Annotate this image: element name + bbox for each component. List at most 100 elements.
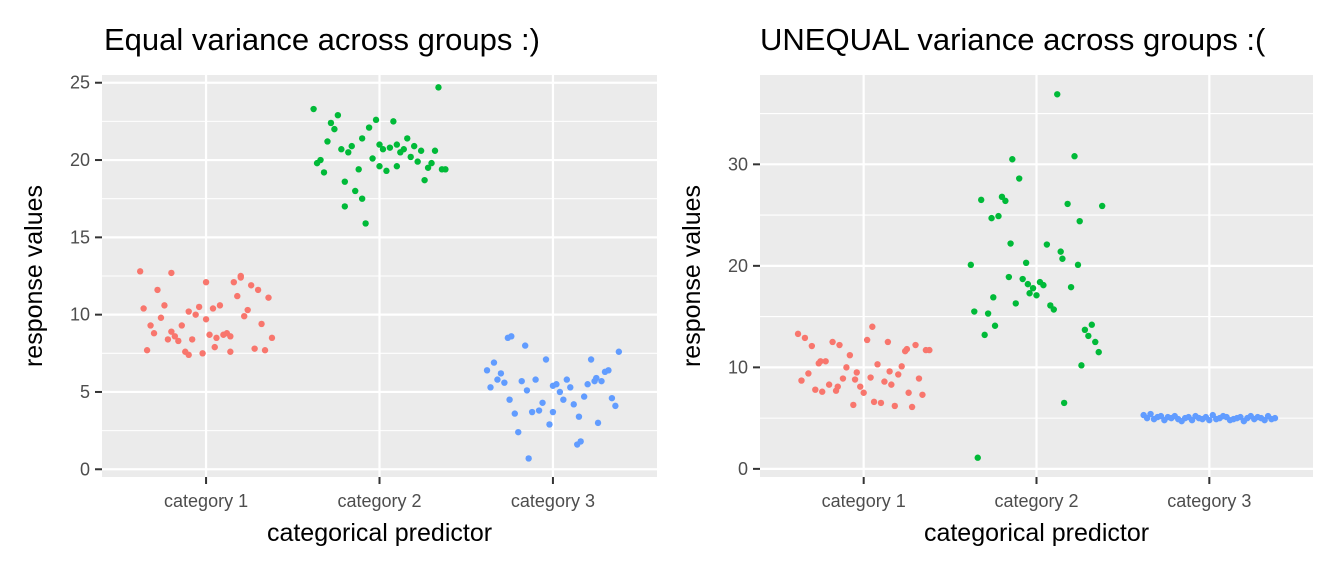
- x-tick-label: category 2: [994, 491, 1078, 511]
- data-point: [560, 396, 567, 403]
- data-point: [393, 163, 401, 170]
- series-3: [483, 333, 623, 462]
- data-point: [1016, 175, 1023, 182]
- data-point: [888, 381, 895, 388]
- data-point: [867, 374, 874, 381]
- data-point: [532, 376, 539, 383]
- x-tick-label: category 2: [337, 491, 421, 511]
- data-point: [895, 371, 902, 378]
- data-point: [390, 118, 397, 125]
- y-tick-label: 0: [738, 459, 748, 479]
- data-point: [860, 389, 867, 396]
- data-point: [497, 370, 505, 377]
- data-point: [428, 159, 435, 167]
- data-point: [417, 147, 425, 154]
- data-point: [870, 398, 878, 406]
- data-point: [556, 388, 564, 396]
- data-point: [140, 305, 147, 312]
- data-point: [546, 421, 553, 428]
- data-point: [1064, 200, 1071, 208]
- data-point: [857, 383, 864, 390]
- x-tick-label: category 3: [1167, 491, 1251, 511]
- data-point: [358, 195, 366, 202]
- data-point: [355, 166, 362, 173]
- data-point: [185, 308, 192, 315]
- data-point: [192, 311, 199, 318]
- data-point: [834, 383, 841, 390]
- data-point: [175, 337, 182, 345]
- y-tick-label: 0: [80, 459, 90, 479]
- data-point: [580, 393, 588, 400]
- data-point: [362, 220, 369, 227]
- data-point: [577, 438, 584, 445]
- data-point: [587, 356, 595, 363]
- data-point: [988, 214, 995, 222]
- data-point: [1098, 202, 1106, 210]
- data-point: [358, 135, 366, 142]
- data-point: [915, 375, 923, 382]
- data-point: [1050, 306, 1057, 313]
- data-point: [1060, 399, 1068, 407]
- data-point: [518, 377, 525, 385]
- data-point: [598, 377, 605, 385]
- x-axis-label: categorical predictor: [924, 519, 1149, 547]
- data-point: [168, 269, 175, 277]
- data-point: [612, 402, 619, 410]
- data-point: [258, 320, 265, 328]
- data-point: [407, 153, 414, 161]
- data-point: [511, 410, 518, 417]
- panel-2: 0 10 20 30 category 1 category 2 category 3 cat…: [678, 75, 1313, 547]
- data-point: [853, 369, 860, 376]
- data-point: [846, 351, 854, 359]
- data-point: [1002, 197, 1009, 205]
- data-point: [825, 381, 833, 388]
- data-point: [1007, 240, 1014, 247]
- data-point: [570, 401, 577, 408]
- data-point: [1012, 300, 1019, 307]
- data-point: [515, 428, 522, 436]
- data-point: [1057, 248, 1064, 255]
- y-tick-label: 10: [70, 305, 90, 325]
- data-point: [898, 363, 905, 370]
- data-point: [393, 141, 401, 148]
- data-point: [851, 376, 859, 383]
- data-point: [801, 334, 809, 342]
- data-point: [376, 141, 383, 148]
- data-point: [508, 333, 515, 340]
- data-point: [903, 345, 911, 353]
- data-point: [334, 112, 342, 119]
- data-point: [822, 358, 829, 365]
- data-point: [202, 278, 210, 286]
- data-point: [490, 359, 498, 366]
- series-1: [136, 268, 276, 359]
- data-point: [383, 167, 390, 175]
- data-point: [487, 384, 494, 391]
- data-point: [1059, 255, 1066, 262]
- data-point: [1019, 275, 1026, 283]
- data-point: [265, 294, 272, 301]
- data-point: [971, 308, 978, 315]
- data-point: [805, 370, 812, 377]
- data-point: [345, 149, 352, 156]
- data-point: [863, 336, 871, 344]
- y-axis-label: response values: [20, 185, 48, 367]
- data-point: [605, 367, 612, 374]
- data-point: [227, 348, 234, 355]
- data-point: [247, 282, 255, 289]
- data-point: [213, 334, 220, 342]
- data-point: [919, 391, 926, 398]
- data-point: [843, 364, 850, 371]
- data-point: [539, 399, 546, 406]
- data-point: [199, 350, 206, 357]
- y-tick-label: 30: [728, 154, 748, 174]
- data-point: [1005, 273, 1013, 281]
- data-point: [241, 313, 248, 320]
- data-point: [615, 348, 623, 355]
- data-point: [839, 375, 847, 382]
- data-point: [348, 142, 355, 150]
- series-2: [967, 91, 1106, 461]
- data-point: [1009, 156, 1016, 163]
- data-point: [525, 455, 532, 462]
- data-point: [1085, 332, 1092, 340]
- data-point: [1095, 348, 1102, 356]
